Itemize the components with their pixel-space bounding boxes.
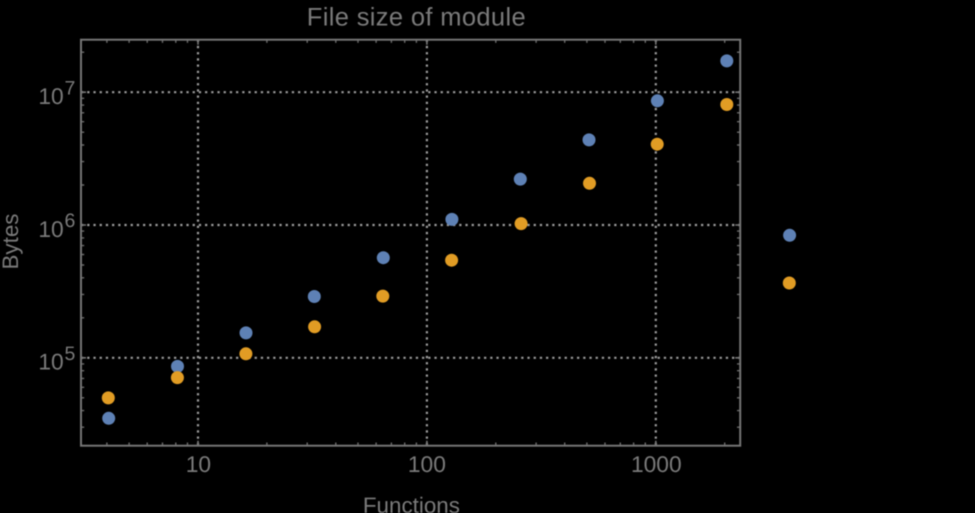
svg-text:10: 10 xyxy=(186,451,211,477)
svg-text:10: 10 xyxy=(38,349,63,375)
svg-text:File size of module: File size of module xyxy=(307,4,526,32)
svg-text:6: 6 xyxy=(65,210,76,232)
svg-text:Bytes: Bytes xyxy=(0,214,23,270)
svg-text:5: 5 xyxy=(65,343,76,365)
svg-text:100: 100 xyxy=(408,451,446,477)
svg-text:Functions: Functions xyxy=(363,493,460,513)
svg-text:1000: 1000 xyxy=(631,451,682,477)
svg-text:10: 10 xyxy=(38,216,63,242)
svg-text:7: 7 xyxy=(65,77,76,99)
svg-text:10: 10 xyxy=(38,83,63,109)
